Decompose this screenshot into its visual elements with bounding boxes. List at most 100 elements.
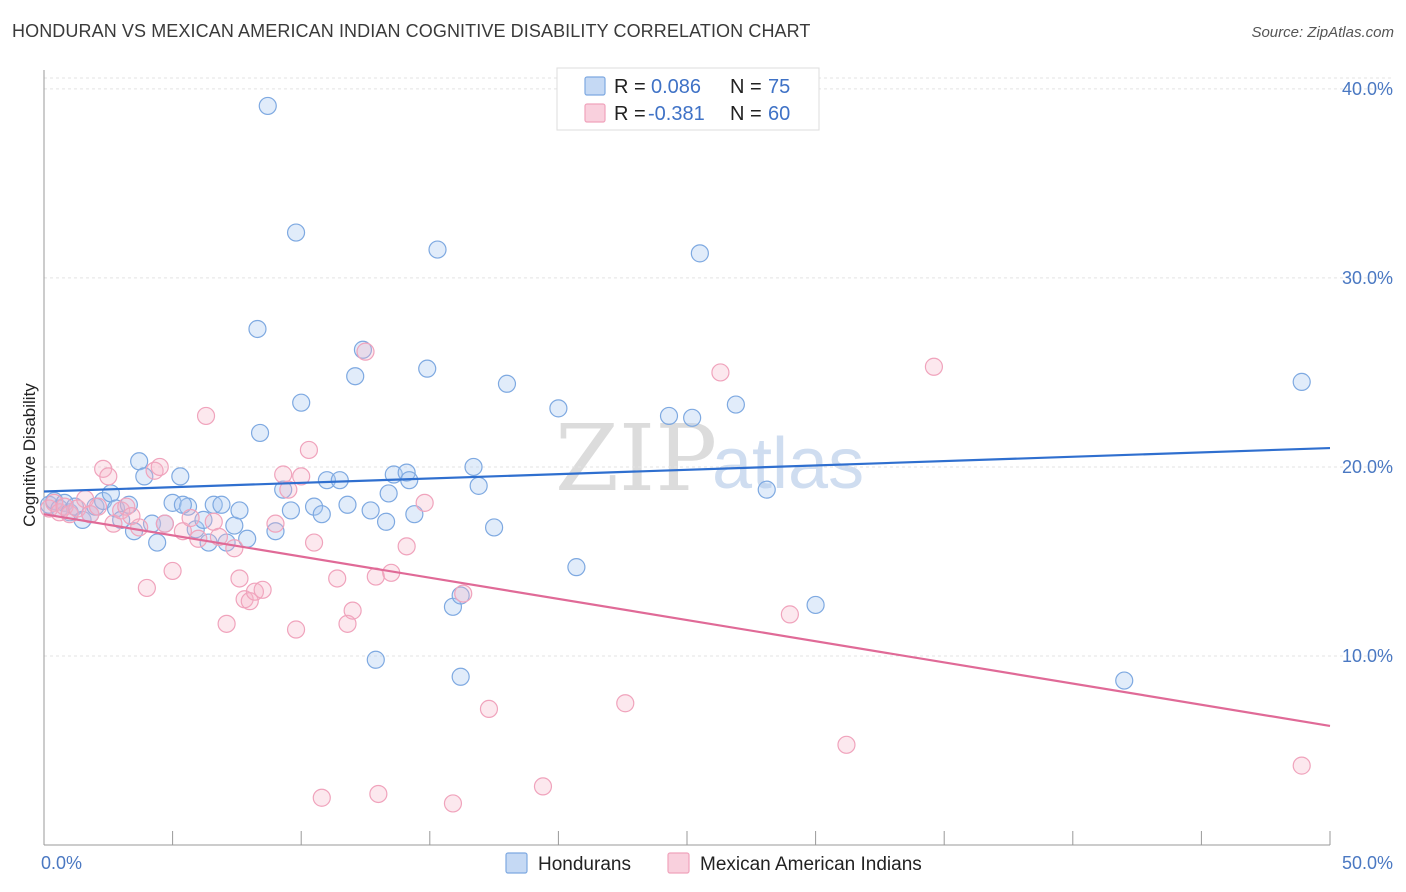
data-point: [1292, 756, 1311, 775]
chart-title: HONDURAN VS MEXICAN AMERICAN INDIAN COGN…: [12, 21, 811, 41]
data-point: [279, 480, 298, 499]
data-point: [248, 319, 267, 339]
data-point: [274, 465, 293, 484]
trend-line-hondurans: [43, 446, 1331, 493]
data-point: [1292, 372, 1311, 391]
data-point: [88, 497, 108, 516]
data-point: [312, 788, 331, 807]
trend-line-mexican-american-indians: [43, 513, 1331, 728]
legend-swatch-mexican-american-indians: [584, 103, 606, 123]
data-point: [346, 367, 365, 386]
data-point: [451, 667, 470, 686]
data-point: [567, 558, 586, 577]
data-point: [328, 569, 347, 588]
data-point: [240, 592, 259, 611]
data-point: [266, 522, 285, 541]
data-point: [225, 516, 244, 535]
data-point: [304, 533, 324, 552]
legend-n-label-1: N =: [730, 76, 762, 98]
y-tick-label: 30.0%: [1342, 268, 1393, 288]
data-point: [369, 784, 388, 804]
data-point: [469, 476, 488, 495]
bottom-legend-label-hondurans: Hondurans: [538, 854, 631, 875]
legend-n-value-1: 75: [768, 76, 790, 98]
data-point: [497, 374, 517, 393]
y-tick-label: 20.0%: [1342, 457, 1393, 477]
data-point: [549, 399, 568, 418]
data-point: [299, 440, 319, 460]
legend-swatch-hondurans: [584, 76, 606, 96]
data-point: [780, 605, 799, 624]
data-point: [1115, 671, 1134, 690]
data-point: [230, 501, 249, 520]
data-point: [253, 580, 272, 599]
data-point: [726, 395, 745, 414]
data-point: [266, 514, 285, 533]
data-point: [45, 493, 64, 512]
data-point: [353, 340, 373, 359]
data-point: [281, 501, 301, 520]
data-point: [230, 569, 249, 588]
data-point: [443, 794, 463, 813]
data-point: [312, 505, 331, 524]
data-point: [258, 96, 277, 116]
data-point: [286, 223, 306, 242]
series-hondurans: [40, 96, 1311, 690]
series-mexican-american-indians: [40, 342, 1311, 813]
tick-labels: 10.0% 20.0% 30.0% 40.0% 0.0% 50.0%: [41, 79, 1393, 873]
legend-n-label-2: N =: [730, 103, 762, 125]
data-point: [397, 537, 416, 556]
data-point: [155, 514, 174, 533]
data-point: [454, 584, 473, 603]
data-point: [405, 505, 424, 524]
trend-lines: [43, 446, 1331, 728]
data-point: [711, 363, 730, 382]
data-point: [225, 539, 244, 558]
data-point: [181, 508, 200, 528]
data-point: [343, 601, 362, 620]
data-point: [130, 518, 149, 537]
data-point: [418, 359, 437, 378]
data-point: [924, 357, 944, 376]
data-point: [204, 512, 223, 531]
bottom-legend-swatch-mexican-american-indians: [667, 852, 690, 874]
data-point: [148, 533, 167, 552]
data-point: [366, 650, 385, 669]
data-point: [137, 578, 156, 598]
watermark-zip: ZIP: [555, 405, 717, 512]
data-point: [171, 467, 190, 486]
data-point: [428, 240, 447, 259]
data-point: [690, 244, 709, 263]
data-point: [304, 497, 324, 516]
data-point: [361, 501, 380, 520]
data-point: [250, 423, 270, 443]
legend-n-value-2: 60: [768, 103, 790, 125]
data-point: [40, 499, 59, 518]
data-point: [659, 406, 679, 426]
legend-r-value-2: -0.381: [648, 103, 705, 125]
data-point: [117, 497, 136, 516]
y-tick-label: 10.0%: [1342, 646, 1393, 666]
y-tick-label: 40.0%: [1342, 79, 1393, 99]
source-credit: Source: ZipAtlas.com: [1251, 24, 1394, 41]
data-point: [451, 586, 470, 605]
bottom-legend-label-mexican-american-indians: Mexican American Indians: [700, 854, 922, 875]
data-point: [533, 777, 553, 796]
data-point: [212, 495, 231, 514]
data-point: [683, 408, 702, 427]
y-axis-label: Cognitive Disability: [20, 383, 39, 527]
watermark: ZIP atlas: [555, 405, 864, 512]
data-point: [415, 493, 434, 512]
data-point: [286, 620, 306, 639]
legend-r-label-2: R =: [614, 103, 646, 125]
data-point: [356, 342, 375, 361]
bottom-legend-swatch-hondurans: [505, 852, 528, 874]
data-point: [99, 467, 118, 486]
data-point: [837, 735, 856, 754]
data-point: [163, 561, 182, 581]
data-point: [209, 527, 228, 546]
x-tick-label: 0.0%: [41, 853, 82, 873]
legend-r-label-1: R =: [614, 76, 646, 98]
data-point: [196, 406, 216, 426]
